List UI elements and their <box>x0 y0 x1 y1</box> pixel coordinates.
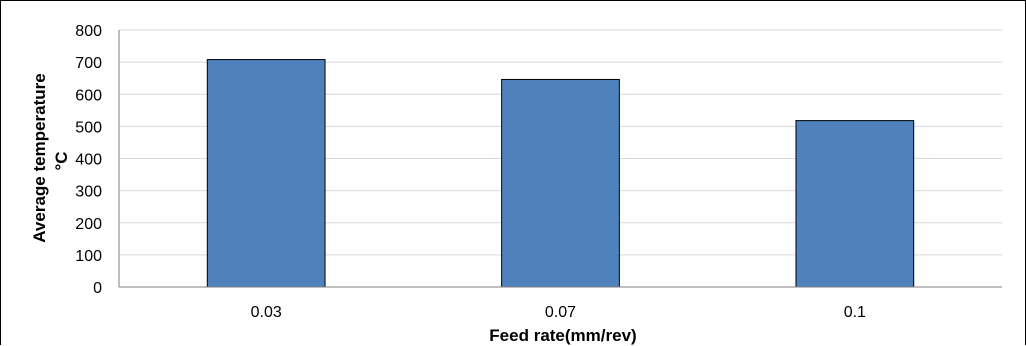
y-tick-label: 100 <box>75 248 102 265</box>
bar-0.1 <box>795 120 915 288</box>
y-tick-label: 0 <box>93 280 102 297</box>
axes <box>118 30 1002 288</box>
x-axis-title: Feed rate(mm/rev) <box>489 326 636 345</box>
y-tick-label: 400 <box>75 152 102 169</box>
y-tick-label: 200 <box>75 216 102 233</box>
y-tick-label: 300 <box>75 184 102 201</box>
bar-0.03 <box>206 59 326 288</box>
x-tick-label: 0.1 <box>844 304 866 321</box>
y-tick-label: 500 <box>75 119 102 136</box>
y-axis-title-line2: °C <box>52 151 71 170</box>
y-tick-label: 700 <box>75 55 102 72</box>
x-tick-label: 0.03 <box>251 304 282 321</box>
x-tick-labels: 0.03 0.07 0.1 <box>251 304 866 321</box>
y-tick-label: 600 <box>75 87 102 104</box>
y-tick-label: 800 <box>75 23 102 40</box>
bars <box>206 59 915 288</box>
x-tick-label: 0.07 <box>545 304 576 321</box>
y-tick-labels: 0 100 200 300 400 500 600 700 800 <box>75 23 102 297</box>
y-axis-title-line1: Average temperature <box>30 73 49 242</box>
bar-0.07 <box>501 78 620 288</box>
